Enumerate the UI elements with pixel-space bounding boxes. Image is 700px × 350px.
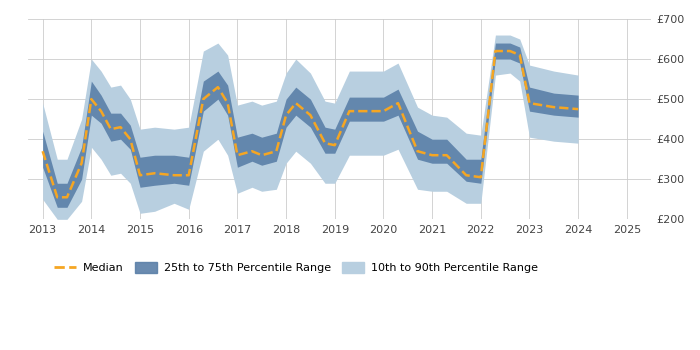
Median xyxy=(126,137,134,141)
Median xyxy=(321,141,329,145)
Median xyxy=(272,149,281,153)
Median xyxy=(345,109,354,113)
Median xyxy=(199,97,207,101)
Line: Median: Median xyxy=(43,51,578,197)
Median xyxy=(462,173,470,177)
Median xyxy=(233,153,242,157)
Median xyxy=(258,153,266,157)
Median xyxy=(550,105,558,109)
Median xyxy=(116,125,125,129)
Median xyxy=(97,109,105,113)
Median xyxy=(394,101,402,105)
Median xyxy=(38,149,47,153)
Median xyxy=(185,173,193,177)
Median xyxy=(53,195,62,199)
Median xyxy=(63,195,71,199)
Median xyxy=(214,85,222,89)
Median xyxy=(379,109,388,113)
Median xyxy=(525,101,533,105)
Median xyxy=(136,173,144,177)
Median xyxy=(330,143,339,147)
Median xyxy=(170,173,178,177)
Median xyxy=(365,109,373,113)
Median xyxy=(442,153,451,157)
Median xyxy=(516,53,524,57)
Median xyxy=(428,153,436,157)
Legend: Median, 25th to 75th Percentile Range, 10th to 90th Percentile Range: Median, 25th to 75th Percentile Range, 1… xyxy=(50,258,543,278)
Median xyxy=(282,113,290,117)
Median xyxy=(87,97,95,101)
Median xyxy=(506,49,514,53)
Median xyxy=(292,101,300,105)
Median xyxy=(574,107,582,111)
Median xyxy=(106,127,115,131)
Median xyxy=(491,49,500,53)
Median xyxy=(150,171,159,175)
Median xyxy=(413,149,421,153)
Median xyxy=(223,101,232,105)
Median xyxy=(477,175,485,179)
Median xyxy=(78,161,86,165)
Median xyxy=(248,149,256,153)
Median xyxy=(306,113,314,117)
